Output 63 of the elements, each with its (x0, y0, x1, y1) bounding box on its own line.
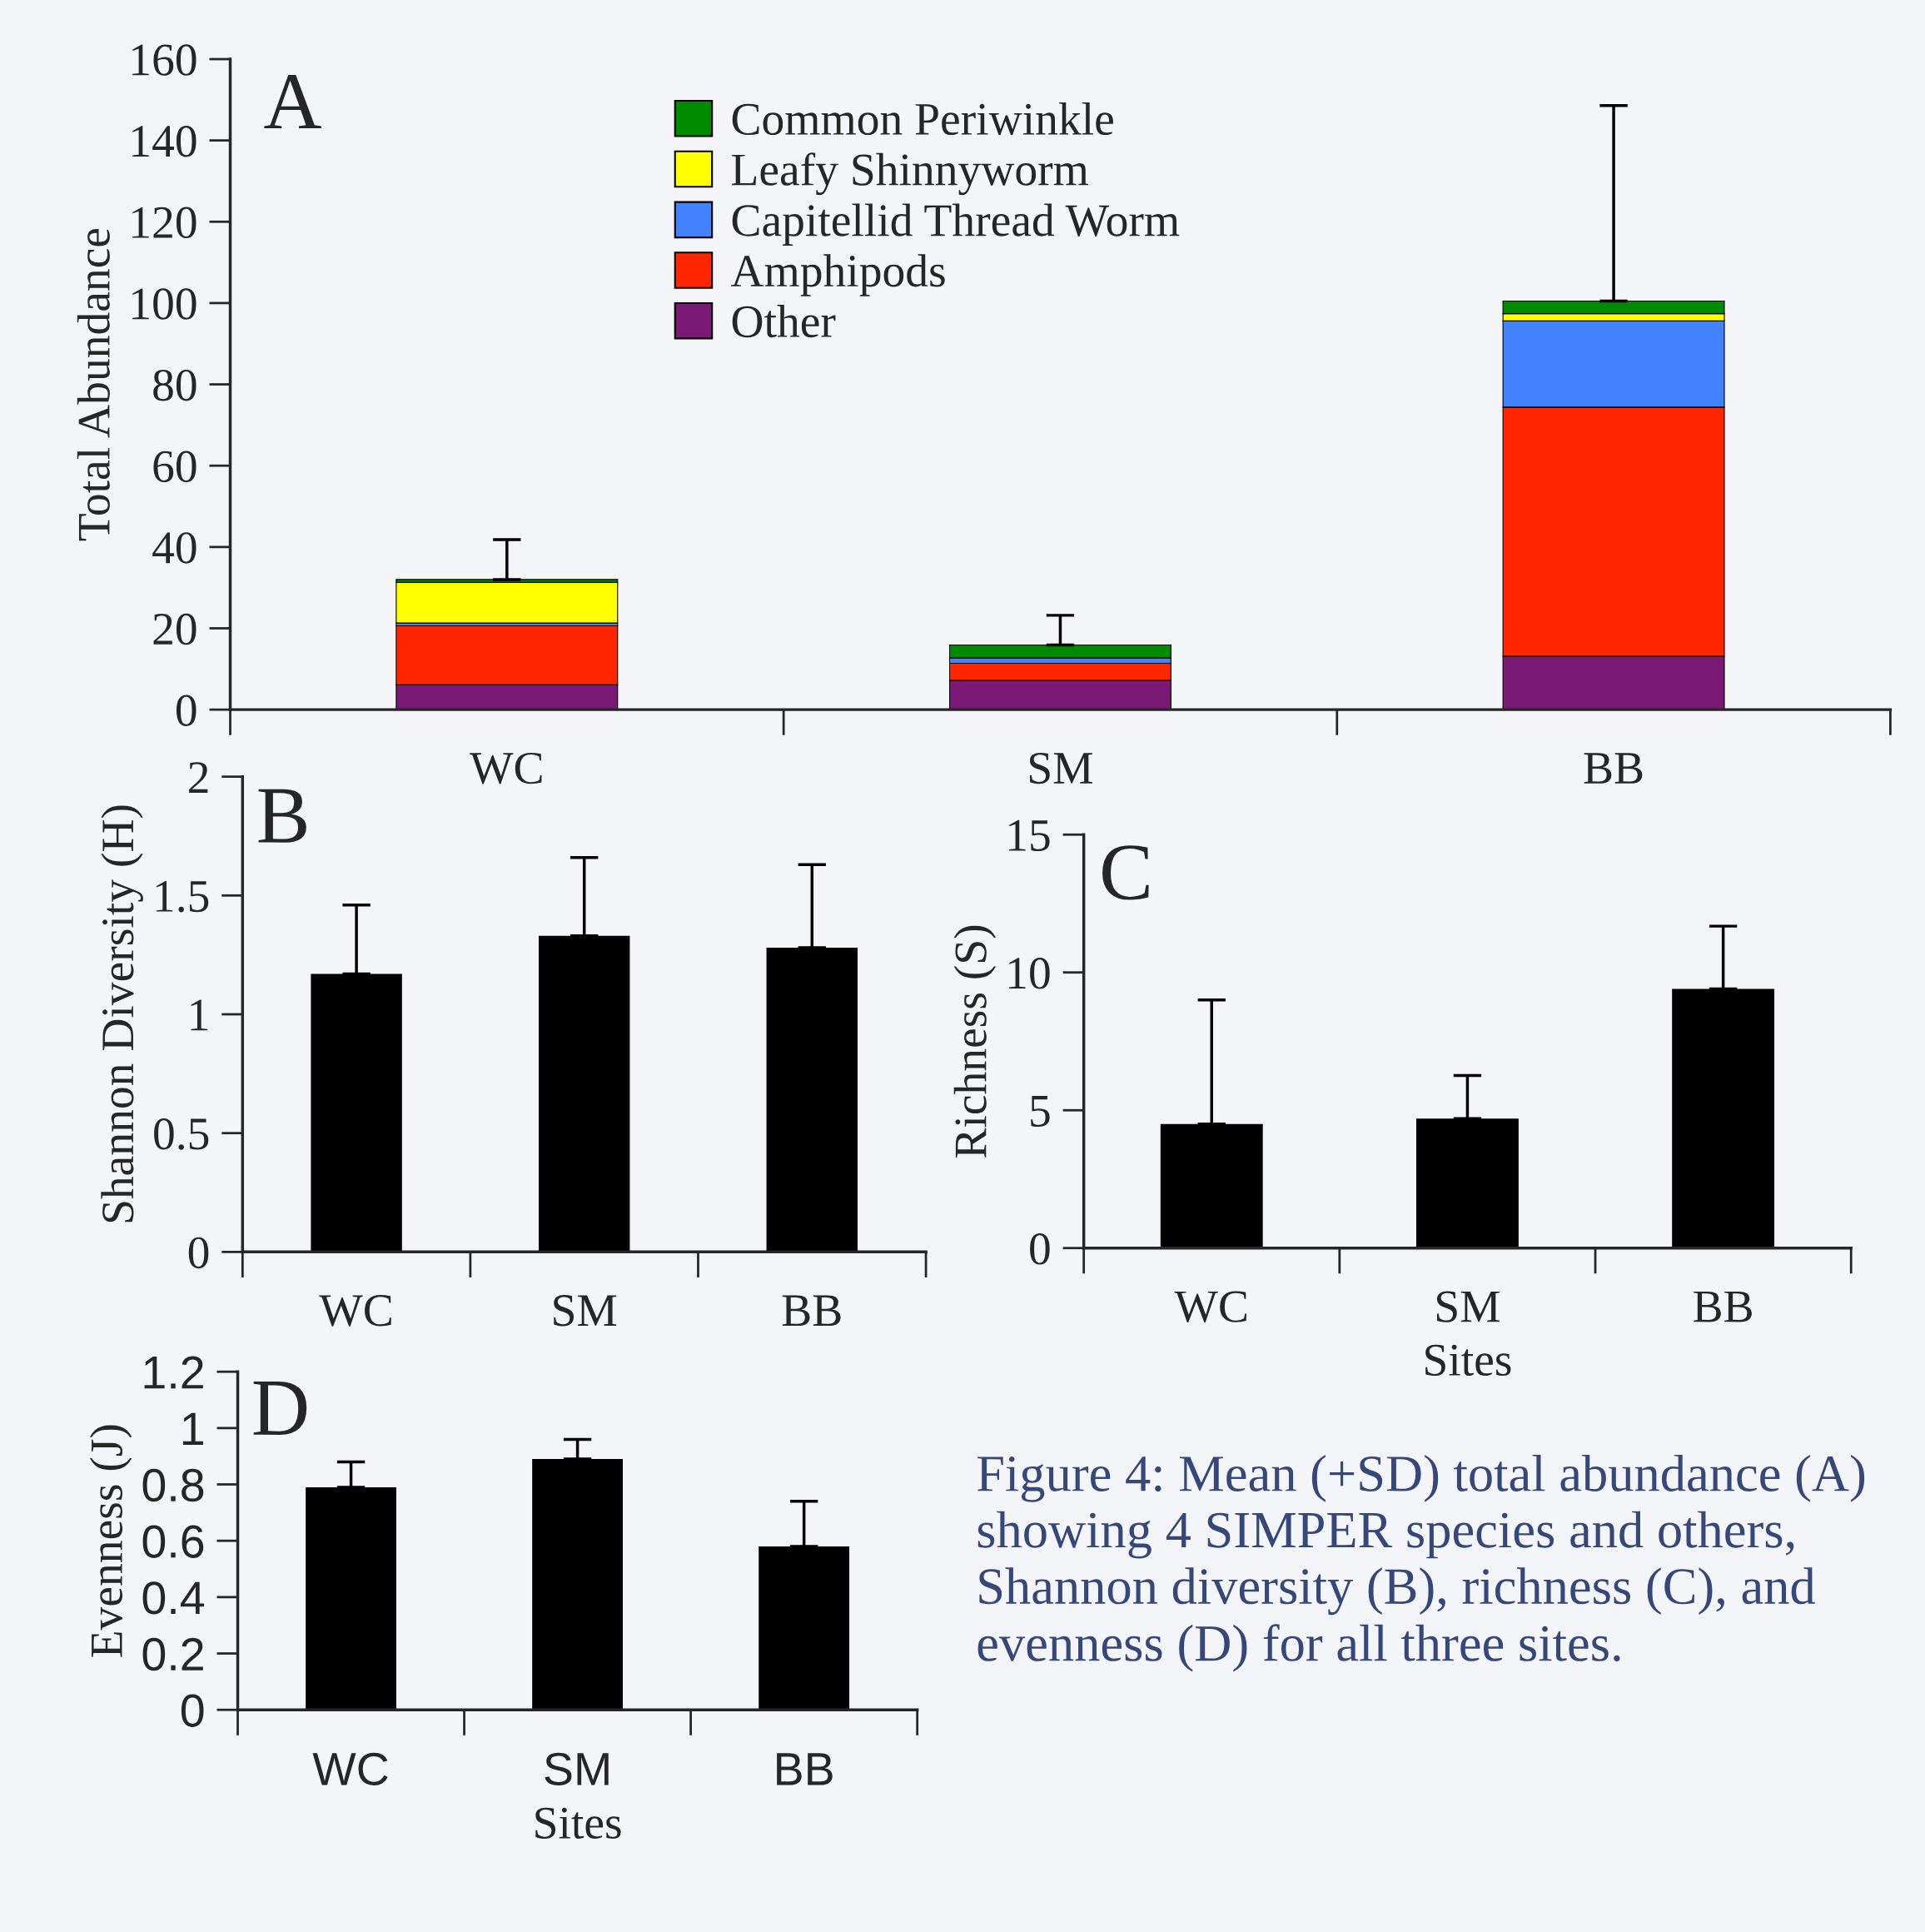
y-tick-label: 1 (191, 999, 208, 1031)
bar (1672, 988, 1775, 1248)
bar (395, 581, 619, 624)
x-tick-label: WC (319, 1295, 391, 1327)
y-tick-label: 0.8 (142, 1468, 204, 1502)
y-tick-label: 15 (1009, 819, 1050, 852)
y-tick-label: 60 (153, 451, 196, 483)
bar (759, 1546, 850, 1710)
y-tick-label: 1.5 (156, 880, 209, 913)
x-tick-label: BB (777, 1753, 833, 1785)
x-tick-label: WC (312, 1752, 388, 1786)
y-tick-label: 40 (152, 532, 196, 564)
y-tick-label: 160 (132, 44, 196, 76)
bar (1416, 1118, 1519, 1248)
y-tick-label: 0.4 (142, 1581, 205, 1615)
x-tick-label: BB (782, 1295, 841, 1327)
legend-label: Other (732, 305, 836, 338)
y-tick-label: 0 (176, 695, 196, 726)
legend-label: Leafy Shinnyworm (732, 152, 1089, 196)
legend-label: Capitellid Thread Worm (732, 203, 1180, 246)
x-axis-title: Sites (1425, 1344, 1511, 1377)
bar (306, 1486, 396, 1710)
y-tick-label: 1.2 (144, 1356, 203, 1389)
y-axis-title: Richness (S) (953, 925, 997, 1158)
y-tick-label: 2 (189, 762, 208, 793)
y-tick-label: 0.2 (142, 1637, 203, 1671)
x-tick-label: BB (1584, 753, 1643, 784)
y-tick-label: 0.5 (154, 1118, 209, 1150)
annotation: D (253, 1382, 307, 1435)
y-tick-label: 0 (181, 1694, 204, 1727)
y-tick-label: 0 (188, 1237, 209, 1269)
bar (766, 948, 858, 1252)
x-tick-label: SM (545, 1752, 609, 1786)
bar (311, 973, 402, 1252)
y-tick-label: 140 (132, 125, 196, 157)
y-tick-label: 5 (1031, 1096, 1050, 1128)
x-tick-label: WC (470, 752, 542, 784)
y-tick-label: 80 (153, 369, 196, 401)
annotation: C (1102, 845, 1149, 900)
x-axis-title: Sites (535, 1807, 621, 1839)
annotation: B (258, 789, 306, 843)
bar (532, 1459, 624, 1710)
y-tick-label: 20 (153, 613, 196, 645)
y-tick-label: 10 (1009, 958, 1050, 989)
bar (1160, 1123, 1263, 1248)
y-axis-title: Shannon Diversity (H) (101, 805, 143, 1222)
y-tick-label: 120 (132, 207, 196, 239)
annotation: A (264, 74, 321, 129)
bar (538, 935, 630, 1252)
x-tick-label: SM (1437, 1291, 1500, 1322)
x-tick-label: WC (1174, 1291, 1246, 1323)
x-tick-label: SM (554, 1295, 617, 1327)
y-tick-label: 0.6 (142, 1525, 204, 1558)
y-axis-title: Total Abundance (77, 228, 110, 541)
y-axis-title: Evenness (J) (89, 1425, 132, 1657)
caption: Figure 4: Mean (+SD) total abundance (A) showing 4 SIMPER species and others, Shannon diversity (B), richness (C), and evenness (D) for all three sites. (977, 1454, 1865, 1672)
legend-label: Common Periwinkle (732, 102, 1113, 136)
x-tick-label: BB (1694, 1291, 1752, 1322)
legend-label: Amphipods (730, 254, 945, 296)
y-tick-label: 100 (132, 288, 196, 320)
y-tick-label: 1 (182, 1412, 203, 1445)
y-tick-label: 0 (1030, 1233, 1050, 1265)
x-tick-label: SM (1030, 752, 1092, 784)
